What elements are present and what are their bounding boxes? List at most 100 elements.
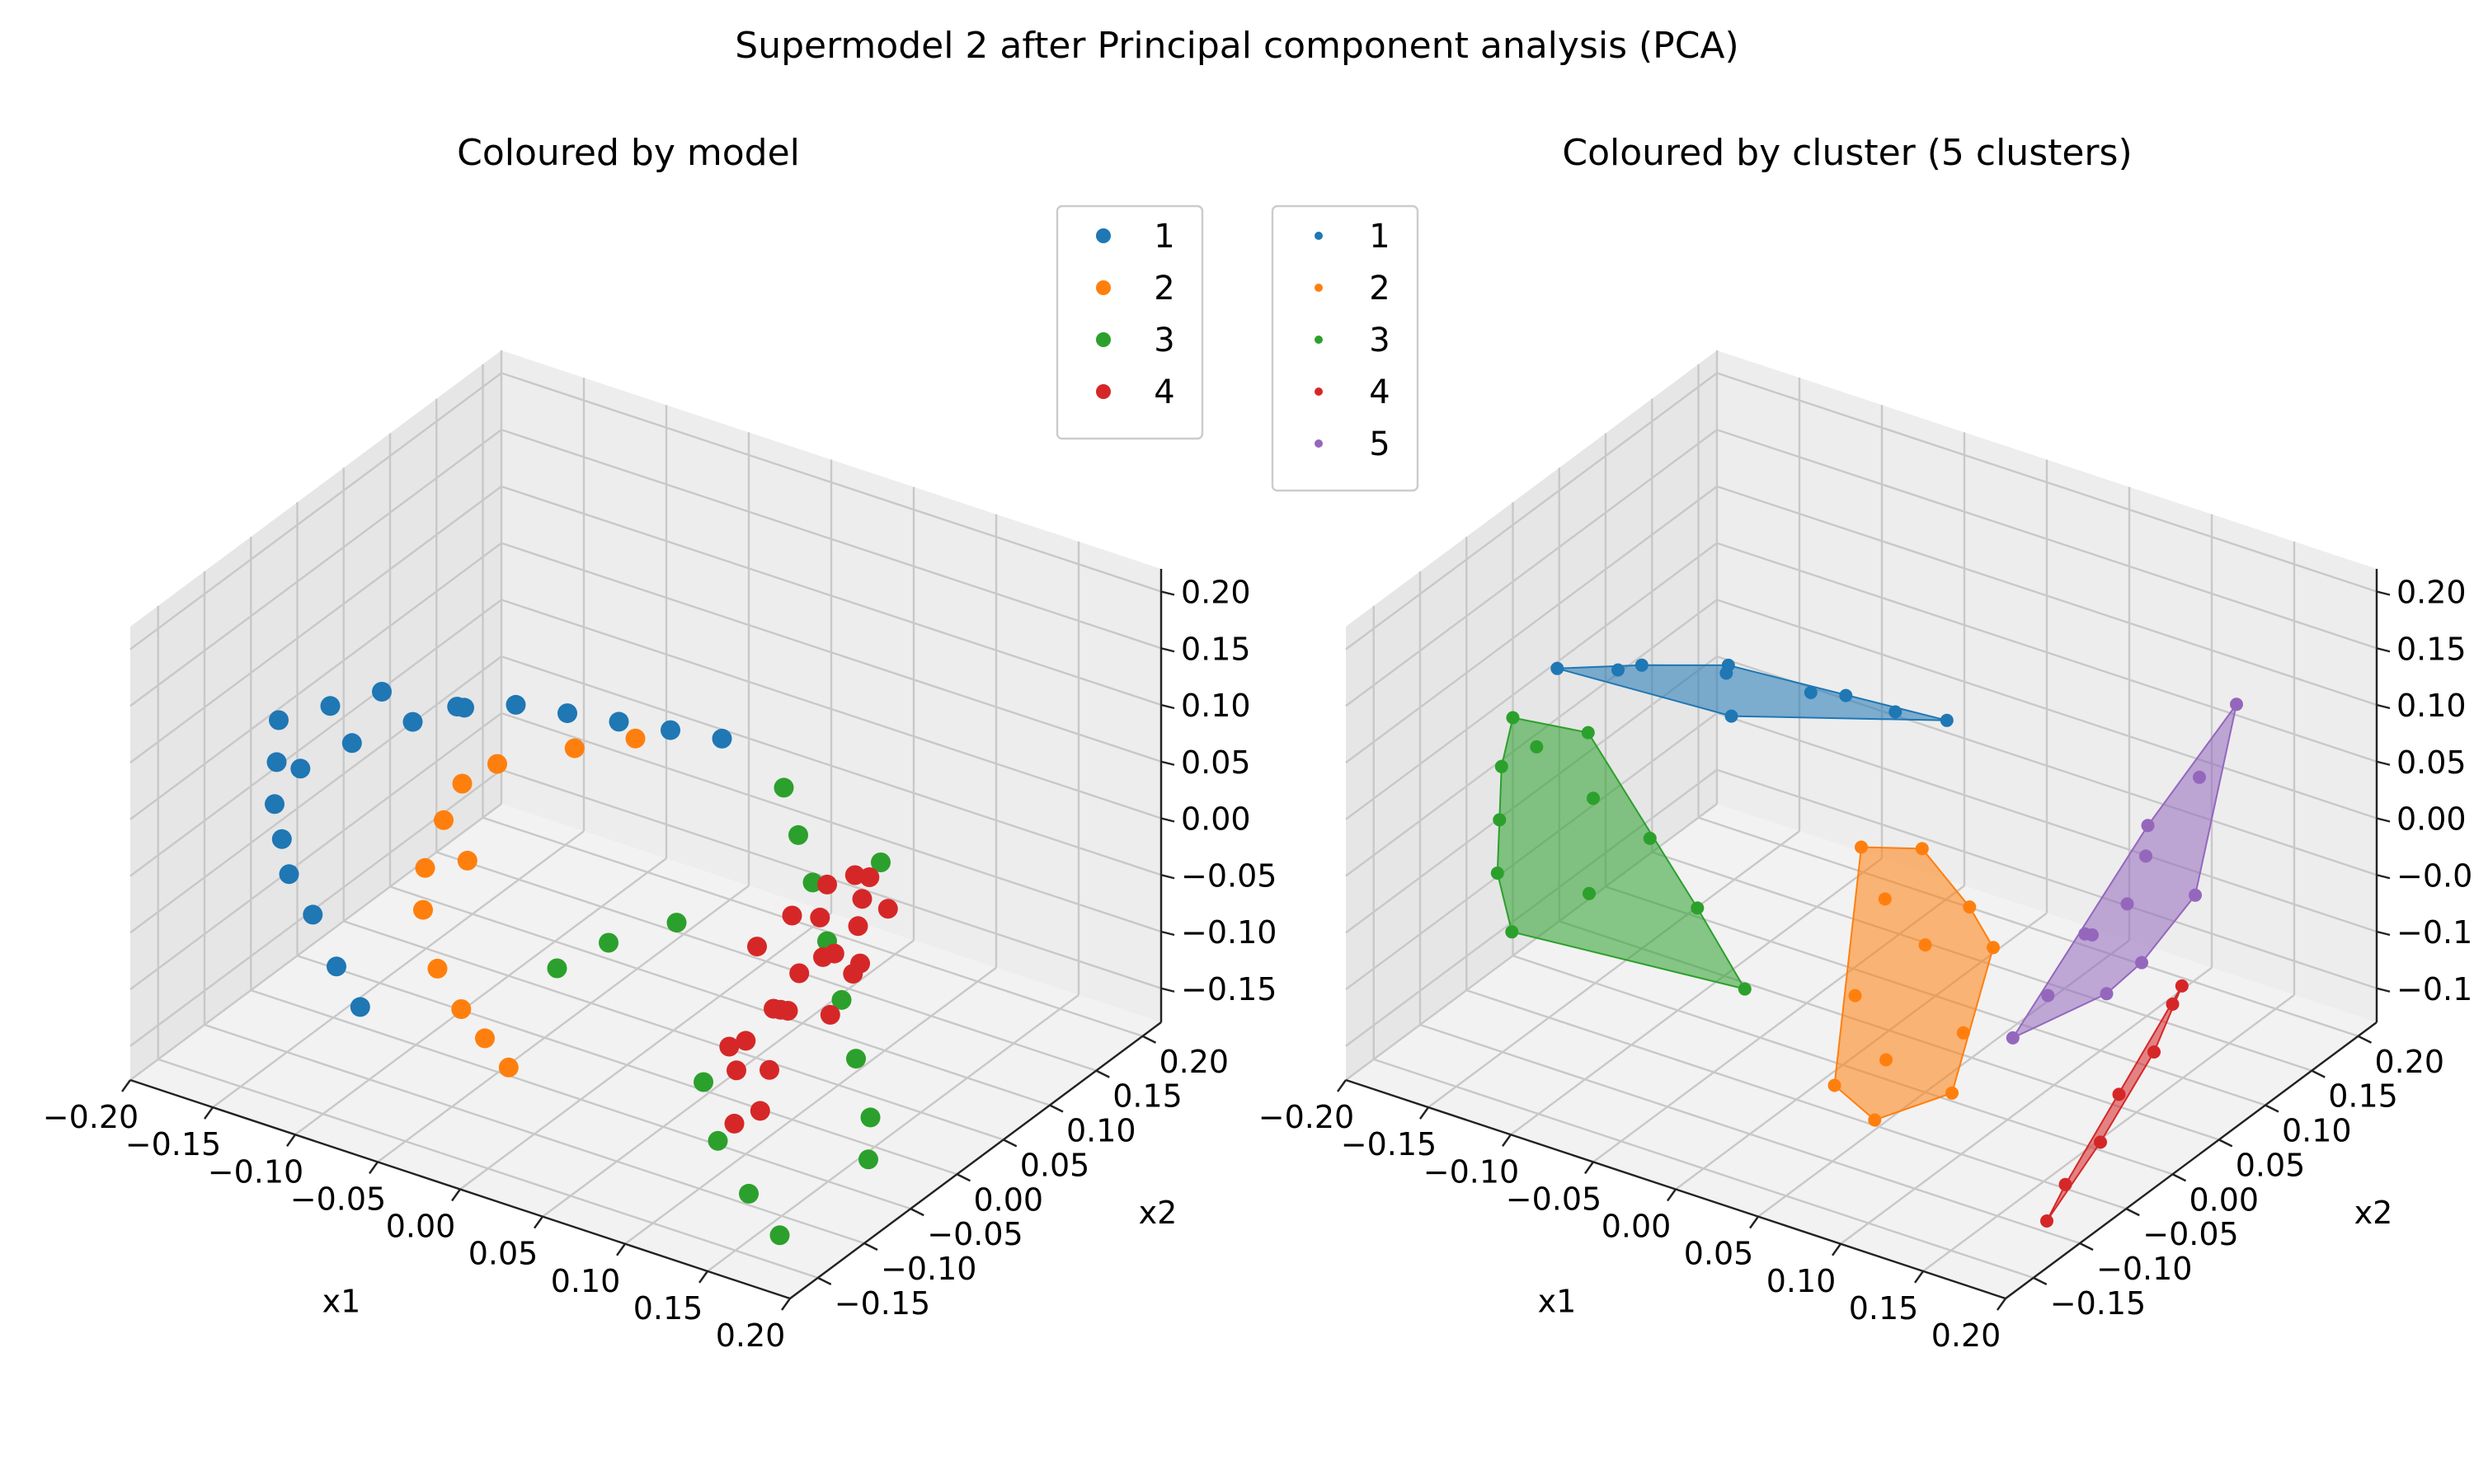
point-series-3 [802,872,823,893]
point-series-1 [557,703,577,724]
gridline-z [1345,542,1718,820]
legend: 1 2 3 4 5 [1271,204,1419,492]
point-series-1 [1804,686,1818,699]
z-tick-label: −0.15 [1181,971,1277,1007]
z-tick-label: −0.05 [1181,857,1277,894]
legend-marker [1096,228,1111,243]
legend-marker [1315,439,1323,448]
x-tick [1419,1106,1429,1120]
y-tick-label: −0.05 [927,1216,1023,1252]
point-series-2 [1879,1053,1893,1067]
point-series-2 [625,728,646,749]
x-tick-label: 0.20 [1931,1317,2001,1354]
point-series-1 [609,711,629,732]
gridline-y [204,1023,865,1245]
gridline-z [1716,599,2378,819]
gridline-x [1840,966,2213,1245]
cluster-hull-3 [1496,716,1747,991]
x-tick-label: 0.15 [633,1290,703,1327]
z-tick [1160,647,1175,653]
gridline-x [1427,830,1800,1109]
y-tick [1095,1069,1110,1078]
point-series-1 [341,733,362,754]
y-tick [1141,1035,1157,1044]
z-tick-label: −0.10 [1181,914,1277,951]
z-tick [2376,987,2391,993]
point-series-4 [2166,998,2180,1011]
point-series-2 [1827,1078,1841,1092]
point-series-4 [719,1036,740,1057]
z-tick [2376,703,2391,710]
point-series-4 [877,899,898,919]
gridline-z [1345,429,1718,707]
point-series-4 [817,874,837,895]
legend-label: 4 [1154,373,1174,411]
y-tick [2033,1276,2048,1285]
point-series-1 [1839,688,1853,702]
point-series-3 [708,1130,728,1151]
point-series-2 [487,754,507,774]
point-series-4 [2058,1177,2072,1191]
x-tick-label: 0.10 [551,1263,621,1299]
point-series-3 [547,958,567,979]
point-series-3 [1581,726,1595,740]
gridline-y [482,816,1143,1037]
point-series-1 [1721,658,1735,672]
point-series-4 [724,1113,745,1134]
scatter-points [265,682,898,1246]
gridline-z [129,599,502,877]
point-series-1 [279,864,299,885]
point-series-5 [2135,956,2148,970]
point-series-2 [1987,941,2000,955]
point-series-2 [434,810,454,830]
z-tick [2376,590,2391,596]
point-series-5 [2141,819,2155,833]
y-tick [910,1208,924,1217]
y-tick [2311,1069,2326,1078]
legend-marker [1096,280,1111,295]
legend-box [1271,204,1419,492]
z-tick [1160,590,1175,596]
gridline-y [389,885,1051,1106]
gridline-z [501,372,1162,593]
cluster-hulls [1496,664,2237,1222]
gridline-y [1373,1058,2034,1280]
legend-marker [1315,336,1323,344]
point-series-3 [774,777,794,798]
x-tick-label: 0.05 [1684,1236,1754,1272]
x-tick-label: 0.20 [716,1317,786,1354]
y-tick-label: 0.10 [2282,1113,2352,1149]
cluster-hull-2 [1833,846,1995,1121]
z-tick [2376,930,2391,937]
point-series-4 [764,998,783,1019]
point-series-4 [778,1001,798,1021]
gridline-z [501,485,1162,707]
point-series-3 [1530,740,1544,754]
x-tick [781,1298,791,1311]
y-tick-label: 0.05 [2236,1147,2306,1183]
point-series-1 [290,758,311,779]
axes-ticks: −0.20−0.15−0.10−0.050.000.050.100.150.20… [43,575,1277,1355]
point-series-4 [736,1031,756,1051]
point-series-4 [747,937,767,957]
x-tick-label: −0.10 [208,1153,303,1190]
gridline-z [129,486,502,763]
point-series-1 [1634,658,1649,672]
z-tick-label: 0.10 [1181,688,1251,724]
gridline-z [1716,372,2378,593]
point-series-1 [1550,661,1564,675]
x-tick-label: 0.00 [386,1209,456,1245]
y-tick-label: 0.10 [1066,1113,1136,1149]
gridline-z [1716,542,2378,763]
point-series-5 [2193,770,2206,784]
y-tick-label: −0.10 [2096,1251,2192,1287]
scatter-points [1490,658,2243,1228]
gridline-z [1345,372,1718,650]
point-series-5 [2230,697,2243,711]
point-series-3 [1583,886,1596,900]
x-tick [534,1215,543,1229]
z-tick-label: 0.05 [2396,744,2467,781]
legend-label: 2 [1154,270,1174,308]
gridline-z [501,429,1162,650]
